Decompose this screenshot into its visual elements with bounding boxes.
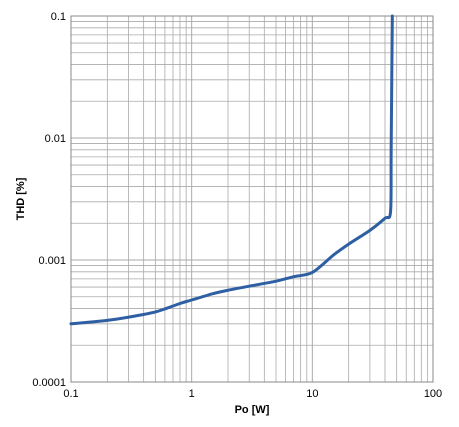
series-layer xyxy=(69,14,394,326)
y-axis-label: THD [%] xyxy=(15,177,27,220)
x-axis-label: Po [W] xyxy=(235,404,270,416)
y-tick-label: 0.1 xyxy=(51,11,66,23)
series-line xyxy=(69,14,394,326)
x-tick-label: 100 xyxy=(424,388,442,400)
x-tick-label: 1 xyxy=(189,388,195,400)
plot-frame xyxy=(70,15,434,383)
x-tick-label: 10 xyxy=(306,388,318,400)
x-tick-label: 0.1 xyxy=(63,388,78,400)
x-tick-labels: 0.1 1 10 100 xyxy=(63,388,442,400)
y-tick-label: 0.01 xyxy=(45,133,66,145)
y-tick-label: 0.001 xyxy=(38,255,66,267)
grid xyxy=(70,16,433,383)
y-tick-labels: 0.1 0.01 0.001 0.0001 xyxy=(32,11,66,389)
y-tick-label: 0.0001 xyxy=(32,377,66,389)
